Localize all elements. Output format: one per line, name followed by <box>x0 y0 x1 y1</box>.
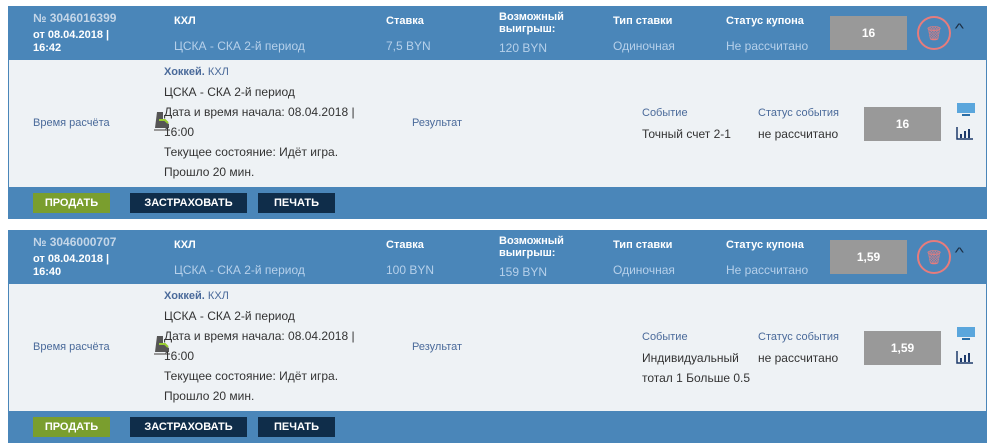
settle-time-label: Время расчёта <box>33 117 110 129</box>
trash-icon: 🗑 <box>925 24 943 41</box>
start-time: Дата и время начала: 08.04.2018 | 16:00 <box>164 329 355 363</box>
current-state: Текущее состояние: Идёт игра. <box>164 145 339 159</box>
possible-win-value: 159 BYN <box>499 265 548 279</box>
stake-value: 100 BYN <box>386 263 435 277</box>
event-info: Хоккей. КХЛ ЦСКА - СКА 2-й период Дата и… <box>164 62 374 182</box>
stake-label: Ставка <box>386 15 424 27</box>
coupon-status-value: Не рассчитано <box>726 263 809 277</box>
event-details: Время расчёта Хоккей. КХЛ ЦСКА - СКА 2-й… <box>9 284 986 411</box>
sport-name: Хоккей. <box>164 290 205 302</box>
live-tv-icon[interactable] <box>956 327 976 341</box>
stake-label: Ставка <box>386 239 424 251</box>
possible-win-label: Возможный выигрыш: <box>499 11 564 35</box>
settle-time-label: Время расчёта <box>33 341 110 353</box>
current-state: Текущее состояние: Идёт игра. <box>164 369 339 383</box>
league-name: КХЛ <box>207 66 229 78</box>
match-name: ЦСКА - СКА 2-й период <box>164 309 295 323</box>
possible-win-label: Возможный выигрыш: <box>499 235 564 259</box>
elapsed-time: Прошло 20 мин. <box>164 165 255 179</box>
coupon-number: № 3046000707 <box>33 235 117 249</box>
result-label: Результат <box>412 341 463 353</box>
coupon-odds: 1,59 <box>830 240 907 274</box>
statistics-chart-icon[interactable] <box>956 350 974 364</box>
print-button[interactable]: ПЕЧАТЬ <box>258 193 335 213</box>
event-value: Точный счет 2-1 <box>642 127 731 141</box>
stake-value: 7,5 BYN <box>386 39 431 53</box>
coupon-actions: ПРОДАТЬ ЗАСТРАХОВАТЬ ПЕЧАТЬ <box>8 187 987 219</box>
coupon-card: № 3046000707 от 08.04.2018 | 16:40 КХЛ Ц… <box>8 230 987 443</box>
coupon-date: от 08.04.2018 | 16:42 <box>33 29 110 54</box>
league-label: КХЛ <box>174 15 196 27</box>
event-status-label: Статус события <box>758 331 839 343</box>
sell-button[interactable]: ПРОДАТЬ <box>33 417 110 437</box>
elapsed-time: Прошло 20 мин. <box>164 389 255 403</box>
coupon-number: № 3046016399 <box>33 11 117 25</box>
coupon-status-value: Не рассчитано <box>726 39 809 53</box>
collapse-chevron-up-icon[interactable]: ^ <box>954 20 965 36</box>
coupon-odds: 16 <box>830 16 907 50</box>
collapse-chevron-up-icon[interactable]: ^ <box>954 244 965 260</box>
match-name: ЦСКА - СКА 2-й период <box>164 85 295 99</box>
trash-icon: 🗑 <box>925 248 943 265</box>
event-label: Событие <box>642 331 688 343</box>
match-name: ЦСКА - СКА 2-й период <box>174 39 305 53</box>
coupon-header[interactable]: № 3046016399 от 08.04.2018 | 16:42 КХЛ Ц… <box>8 6 987 60</box>
coupon-header[interactable]: № 3046000707 от 08.04.2018 | 16:40 КХЛ Ц… <box>8 230 987 284</box>
sport-name: Хоккей. <box>164 66 205 78</box>
event-details: Время расчёта Хоккей. КХЛ ЦСКА - СКА 2-й… <box>9 60 986 187</box>
coupon-actions: ПРОДАТЬ ЗАСТРАХОВАТЬ ПЕЧАТЬ <box>8 411 987 443</box>
hockey-skate-icon <box>154 112 170 131</box>
bet-type-label: Тип ставки <box>613 15 673 27</box>
bet-type-value: Одиночная <box>613 39 675 53</box>
start-time: Дата и время начала: 08.04.2018 | 16:00 <box>164 105 355 139</box>
coupon-card: № 3046016399 от 08.04.2018 | 16:42 КХЛ Ц… <box>8 6 987 219</box>
delete-button[interactable]: 🗑 <box>917 16 951 50</box>
result-label: Результат <box>412 117 463 129</box>
event-label: Событие <box>642 107 688 119</box>
coupon-status-label: Статус купона <box>726 239 804 251</box>
sell-button[interactable]: ПРОДАТЬ <box>33 193 110 213</box>
bet-type-label: Тип ставки <box>613 239 673 251</box>
coupon-status-label: Статус купона <box>726 15 804 27</box>
match-name: ЦСКА - СКА 2-й период <box>174 263 305 277</box>
league-name: КХЛ <box>207 290 229 302</box>
coupon-date: от 08.04.2018 | 16:40 <box>33 253 110 278</box>
delete-button[interactable]: 🗑 <box>917 240 951 274</box>
league-label: КХЛ <box>174 239 196 251</box>
insure-button[interactable]: ЗАСТРАХОВАТЬ <box>130 193 247 213</box>
live-tv-icon[interactable] <box>956 103 976 117</box>
event-status-value: не рассчитано <box>758 127 839 141</box>
bet-type-value: Одиночная <box>613 263 675 277</box>
hockey-skate-icon <box>154 336 170 355</box>
event-value: Индивидуальный тотал 1 Больше 0.5 <box>642 351 751 385</box>
event-status-label: Статус события <box>758 107 839 119</box>
print-button[interactable]: ПЕЧАТЬ <box>258 417 335 437</box>
insure-button[interactable]: ЗАСТРАХОВАТЬ <box>130 417 247 437</box>
possible-win-value: 120 BYN <box>499 41 548 55</box>
statistics-chart-icon[interactable] <box>956 126 974 140</box>
event-status-value: не рассчитано <box>758 351 839 365</box>
event-odds: 1,59 <box>864 331 941 365</box>
event-info: Хоккей. КХЛ ЦСКА - СКА 2-й период Дата и… <box>164 286 374 406</box>
event-odds: 16 <box>864 107 941 141</box>
